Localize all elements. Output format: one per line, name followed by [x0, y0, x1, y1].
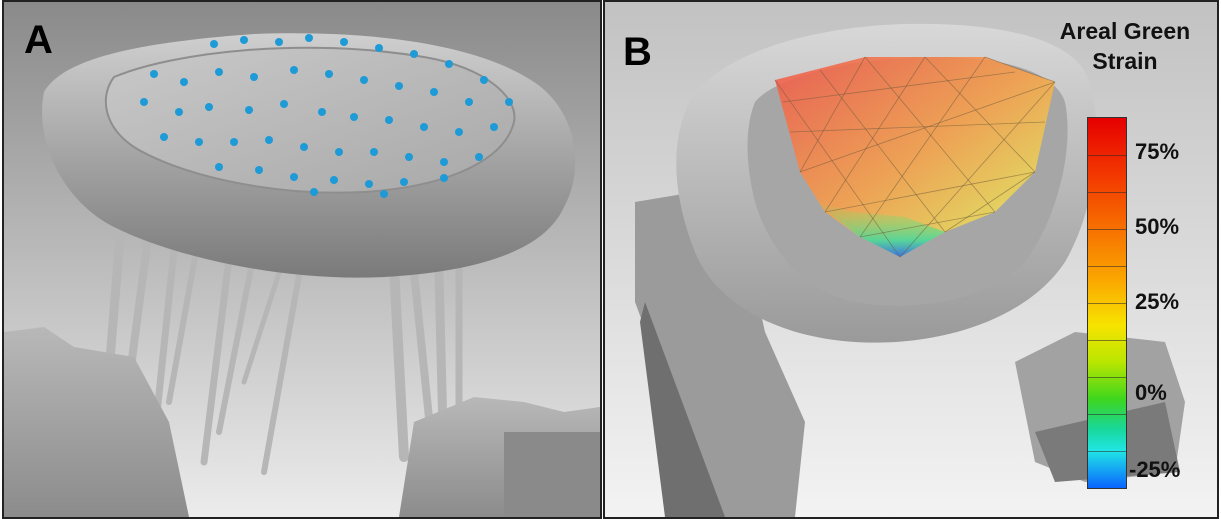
panel-a-render [4, 2, 600, 517]
tracking-markers [140, 34, 513, 198]
colorbar-tick [1088, 266, 1126, 267]
colorbar-tick [1088, 414, 1126, 415]
colorbar-tick [1088, 155, 1126, 156]
colorbar-label-25: 25% [1135, 289, 1180, 314]
colorbar-tick [1088, 303, 1126, 304]
panel-a: A [2, 0, 602, 519]
rock-left-face [640, 302, 725, 517]
rock-left [635, 192, 805, 517]
colorbar-tick [1088, 377, 1126, 378]
colorbar-title-line-2: Strain [1092, 48, 1158, 74]
panel-a-label: A [24, 18, 53, 62]
colorbar-tick [1088, 192, 1126, 193]
colorbar-scale [1087, 117, 1127, 489]
strain-mesh [774, 56, 1056, 258]
colorbar-label-75: 75% [1135, 139, 1180, 164]
colorbar-title-line-1: Areal Green [1059, 18, 1191, 44]
colorbar-tick [1088, 451, 1126, 452]
rock-left [4, 327, 189, 517]
rock-block [504, 432, 600, 517]
colorbar-tick [1088, 229, 1126, 230]
colorbar-tick [1088, 340, 1126, 341]
colorbar-label-neg25: -25% [1129, 457, 1181, 482]
panel-b-label: B [623, 30, 652, 74]
colorbar-label-0: 0% [1135, 380, 1167, 405]
colorbar-title: Areal Green Strain [1035, 16, 1215, 76]
panel-b: B Areal Green Strain 75% 50% 25% 0% -25% [603, 0, 1219, 519]
colorbar-label-50: 50% [1135, 214, 1180, 239]
